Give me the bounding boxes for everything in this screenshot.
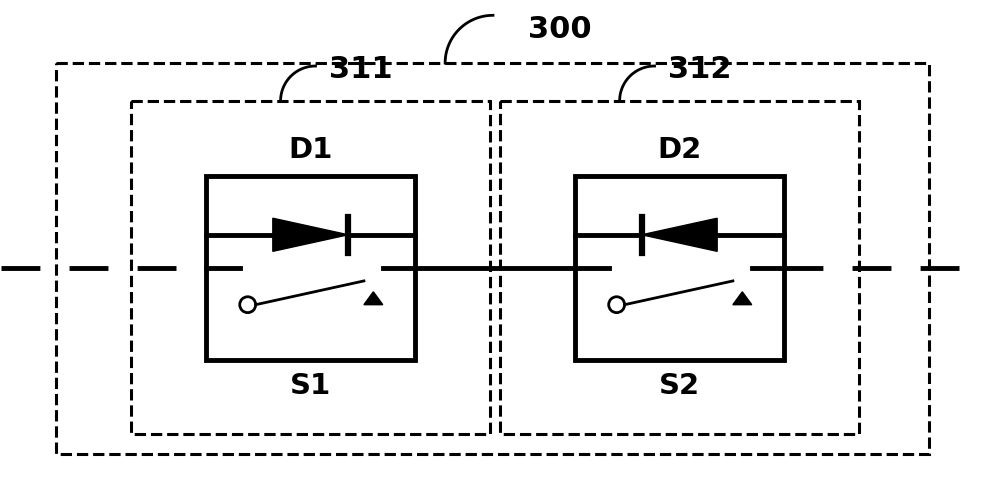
Polygon shape bbox=[642, 218, 717, 251]
Text: S1: S1 bbox=[290, 372, 331, 400]
Text: S2: S2 bbox=[659, 372, 700, 400]
Text: D1: D1 bbox=[288, 136, 332, 164]
Polygon shape bbox=[273, 218, 348, 251]
Text: D2: D2 bbox=[658, 136, 702, 164]
Text: 311: 311 bbox=[328, 55, 392, 83]
Bar bbox=[56, 63, 929, 454]
Text: 300: 300 bbox=[528, 15, 592, 44]
Bar bbox=[500, 101, 859, 434]
Bar bbox=[206, 176, 415, 360]
Polygon shape bbox=[733, 292, 751, 305]
Bar bbox=[575, 176, 784, 360]
Polygon shape bbox=[364, 292, 383, 305]
Text: 312: 312 bbox=[668, 55, 732, 83]
Bar bbox=[131, 101, 490, 434]
